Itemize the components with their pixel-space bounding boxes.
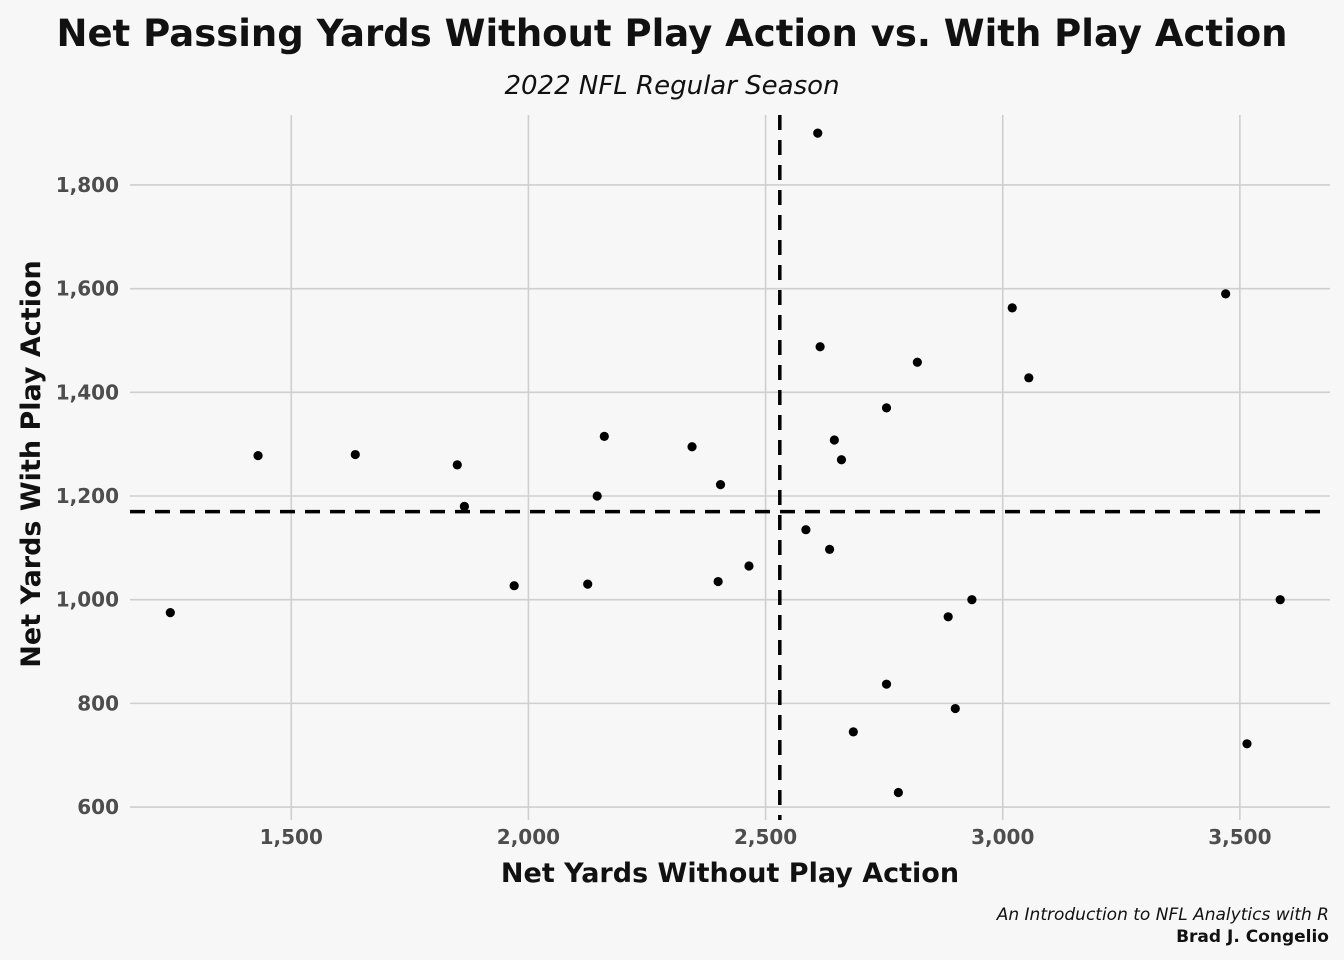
x-tick-label: 1,500 [260,825,323,849]
data-point [815,342,825,352]
data-point [687,442,697,452]
chart-title: Net Passing Yards Without Play Action vs… [56,12,1287,55]
data-point [813,128,823,138]
data-point [253,450,263,461]
data-point [801,525,811,535]
data-point [881,679,892,689]
x-tick-label: 3,000 [971,825,1034,849]
data-point [592,491,602,501]
y-tick-label: 1,000 [56,588,119,612]
data-point [836,455,847,465]
y-gridlines [130,184,1330,808]
data-point [452,460,462,470]
y-axis-title: Net Yards With Play Action [16,260,47,667]
data-point [893,787,903,798]
x-tick-label: 3,500 [1208,825,1271,849]
x-tick-label: 2,500 [734,825,797,849]
x-tick-label: 2,000 [497,825,560,849]
data-point [848,727,858,737]
y-tick-label: 600 [77,795,119,819]
data-point [713,576,723,587]
y-tick-label: 1,800 [56,173,119,197]
caption-book: An Introduction to NFL Analytics with R [996,905,1329,925]
y-tick-label: 1,200 [56,484,119,508]
caption-author: Brad J. Congelio [1176,927,1329,947]
data-point [1242,739,1252,749]
data-point [967,595,977,605]
y-tick-label: 1,400 [56,380,119,404]
reference-lines [130,115,1330,820]
y-tick-label: 1,600 [56,277,119,301]
data-point [912,357,922,367]
data-point [459,501,469,511]
data-point [165,608,175,618]
data-point [825,544,835,555]
data-point [350,449,360,460]
y-tick-label: 800 [77,691,119,715]
y-tick-labels: 600 800 1,000 1,200 1,400 1,600 1,800 [56,173,119,819]
data-point [583,579,593,589]
data-point [1024,373,1034,383]
data-points [165,128,1285,798]
x-gridlines [290,115,1241,820]
data-point [950,703,960,714]
data-point [509,581,519,591]
x-tick-labels: 1,500 2,000 2,500 3,000 3,500 [260,825,1272,849]
data-point [943,612,953,622]
x-axis-title: Net Yards Without Play Action [501,858,959,889]
data-point [1275,595,1285,605]
data-point [1221,289,1231,299]
data-point [829,435,839,445]
data-point [744,561,754,571]
chart-subtitle: 2022 NFL Regular Season [504,71,839,101]
data-point [881,403,892,413]
data-point [599,431,609,441]
data-point [1007,303,1017,313]
data-point [715,480,726,490]
